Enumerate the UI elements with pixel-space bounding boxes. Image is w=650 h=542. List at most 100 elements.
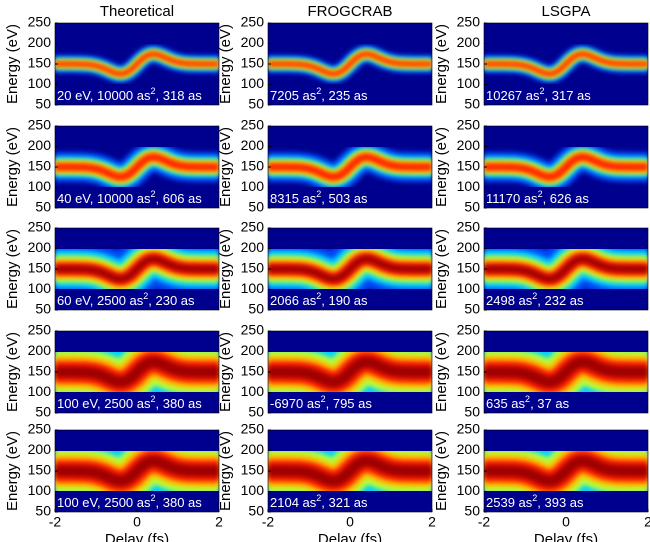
y-tick-label: 250 bbox=[28, 14, 52, 30]
y-tick-label: 200 bbox=[28, 342, 52, 358]
annotation-part: , 37 as bbox=[530, 396, 570, 411]
annotation-part: 2 bbox=[532, 493, 537, 503]
heatmap bbox=[484, 23, 648, 105]
heatmap bbox=[484, 430, 648, 512]
annotation: 10267 as2, 317 as bbox=[486, 86, 591, 103]
intensity-band bbox=[268, 356, 432, 388]
y-axis-label: Energy (eV) bbox=[4, 127, 21, 207]
y-tick-label: 100 bbox=[457, 75, 481, 91]
y-tick-label: 100 bbox=[28, 280, 52, 296]
y-tick-label: 100 bbox=[457, 178, 481, 194]
heatmap bbox=[55, 331, 219, 413]
y-tick-label: 50 bbox=[248, 199, 264, 215]
heatmap bbox=[268, 228, 432, 310]
annotation-part: 100 eV, 2500 as bbox=[57, 495, 151, 510]
annotation: 8315 as2, 503 as bbox=[270, 189, 368, 206]
annotation-part: 100 eV, 2500 as bbox=[57, 396, 151, 411]
y-tick-label: 250 bbox=[241, 117, 265, 133]
y-tick-label: 50 bbox=[464, 404, 480, 420]
y-tick-label: 250 bbox=[241, 421, 265, 437]
heatmap bbox=[484, 331, 648, 413]
annotation-part: , 393 as bbox=[537, 495, 584, 510]
y-tick-label: 50 bbox=[464, 503, 480, 519]
y-tick-label: 250 bbox=[28, 322, 52, 338]
y-axis-label: Energy (eV) bbox=[433, 229, 450, 309]
y-tick-label: 200 bbox=[28, 137, 52, 153]
annotation-part: 2 bbox=[316, 493, 321, 503]
annotation-part: 2 bbox=[321, 394, 326, 404]
y-tick-label: 100 bbox=[28, 178, 52, 194]
y-tick-label: 150 bbox=[457, 363, 481, 379]
y-tick-label: 200 bbox=[241, 441, 265, 457]
y-tick-label: 100 bbox=[457, 383, 481, 399]
y-tick-label: 50 bbox=[464, 199, 480, 215]
y-tick-label: 200 bbox=[457, 34, 481, 50]
y-tick-label: 200 bbox=[457, 137, 481, 153]
intensity-band bbox=[268, 255, 432, 283]
annotation-part: 2 bbox=[143, 291, 148, 301]
annotation-part: , 606 as bbox=[156, 191, 203, 206]
y-tick-label: 200 bbox=[241, 342, 265, 358]
x-tick-label: 2 bbox=[428, 514, 436, 530]
y-tick-label: 150 bbox=[28, 158, 52, 174]
annotation: 60 eV, 2500 as2, 230 as bbox=[57, 291, 195, 308]
y-axis-label: Energy (eV) bbox=[433, 431, 450, 511]
heatmap bbox=[268, 126, 432, 208]
x-tick-label: 0 bbox=[346, 514, 354, 530]
intensity-band bbox=[55, 356, 219, 388]
x-axis-label: Delay (fs) bbox=[105, 531, 169, 542]
y-tick-label: 250 bbox=[28, 219, 52, 235]
heatmap bbox=[55, 430, 219, 512]
y-tick-label: 250 bbox=[457, 14, 481, 30]
y-tick-label: 50 bbox=[248, 404, 264, 420]
annotation-part: 2 bbox=[151, 189, 156, 199]
y-tick-label: 100 bbox=[457, 482, 481, 498]
panel-title: Theoretical bbox=[100, 3, 174, 20]
annotation-part: 2539 as bbox=[486, 495, 533, 510]
annotation-part: 11170 as bbox=[486, 191, 538, 206]
y-axis-label: Energy (eV) bbox=[433, 127, 450, 207]
heatmap bbox=[268, 430, 432, 512]
y-tick-label: 200 bbox=[28, 441, 52, 457]
annotation-part: 2 bbox=[151, 493, 156, 503]
annotation-part: 8315 as bbox=[270, 191, 317, 206]
annotation: 2066 as2, 190 as bbox=[270, 291, 368, 308]
annotation-part: 60 eV, 2500 as bbox=[57, 293, 144, 308]
y-axis-label: Energy (eV) bbox=[217, 431, 234, 511]
y-tick-label: 200 bbox=[241, 239, 265, 255]
annotation-part: 2 bbox=[532, 291, 537, 301]
y-tick-label: 100 bbox=[28, 75, 52, 91]
x-tick-label: 0 bbox=[562, 514, 570, 530]
annotation-part: 2 bbox=[525, 394, 530, 404]
y-tick-label: 250 bbox=[457, 219, 481, 235]
y-tick-label: 250 bbox=[241, 322, 265, 338]
y-tick-label: 50 bbox=[464, 96, 480, 112]
intensity-band bbox=[484, 51, 648, 77]
annotation-part: 20 eV, 10000 as bbox=[57, 88, 151, 103]
y-tick-label: 150 bbox=[241, 158, 265, 174]
y-tick-label: 50 bbox=[35, 404, 51, 420]
y-tick-label: 150 bbox=[241, 55, 265, 71]
intensity-band bbox=[484, 356, 648, 388]
heatmap bbox=[55, 228, 219, 310]
intensity-band bbox=[55, 455, 219, 487]
annotation: 11170 as2, 626 as bbox=[486, 189, 589, 206]
annotation-part: , 380 as bbox=[156, 495, 203, 510]
y-tick-label: 250 bbox=[28, 117, 52, 133]
y-tick-label: 100 bbox=[28, 383, 52, 399]
y-tick-label: 150 bbox=[457, 260, 481, 276]
annotation-part: 40 eV, 10000 as bbox=[57, 191, 151, 206]
y-tick-label: 250 bbox=[241, 14, 265, 30]
heatmap bbox=[55, 126, 219, 208]
y-tick-label: 250 bbox=[241, 219, 265, 235]
y-axis-label: Energy (eV) bbox=[433, 332, 450, 412]
y-tick-label: 50 bbox=[35, 199, 51, 215]
y-tick-label: 50 bbox=[248, 301, 264, 317]
annotation-part: -6970 as bbox=[270, 396, 321, 411]
y-tick-label: 250 bbox=[457, 117, 481, 133]
y-tick-label: 200 bbox=[457, 239, 481, 255]
annotation-part: 2 bbox=[316, 86, 321, 96]
y-tick-label: 200 bbox=[28, 34, 52, 50]
x-tick-label: 0 bbox=[133, 514, 141, 530]
